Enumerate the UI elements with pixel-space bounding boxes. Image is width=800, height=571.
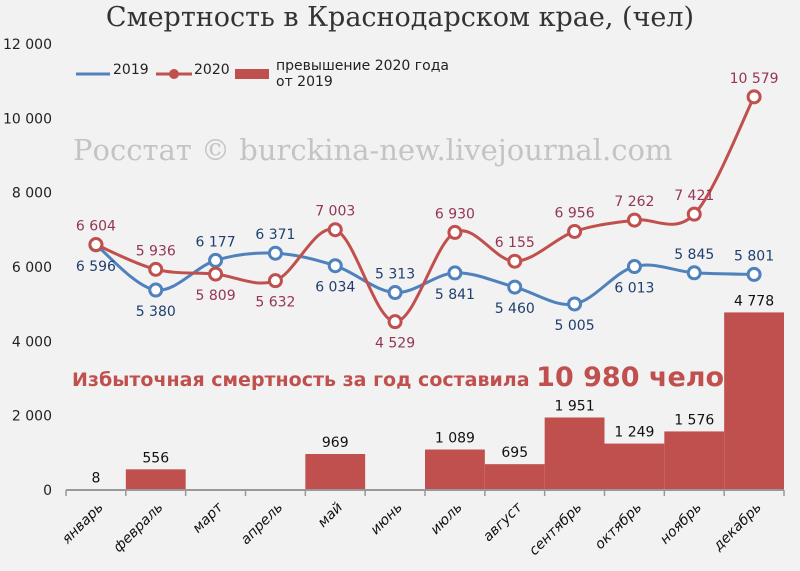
annotation-value: 10 980 человек bbox=[536, 362, 778, 393]
point-label-2020: 7 003 bbox=[315, 204, 355, 220]
bar-label: 8 bbox=[91, 471, 100, 487]
y-tick-label: 2 000 bbox=[12, 409, 52, 425]
point-label-2020: 6 604 bbox=[76, 219, 116, 235]
point-2020 bbox=[746, 89, 762, 105]
point-2020 bbox=[567, 223, 583, 239]
x-tick-label: май bbox=[315, 500, 346, 531]
point-label-2020: 4 529 bbox=[375, 336, 415, 352]
x-tick-label: август bbox=[480, 499, 526, 545]
bar-label: 1 951 bbox=[555, 398, 595, 414]
point-label-2020: 5 632 bbox=[255, 295, 295, 311]
y-tick-label: 6 000 bbox=[12, 260, 52, 276]
x-tick-label: июнь bbox=[368, 500, 406, 538]
x-tick-label: декабрь bbox=[710, 500, 765, 555]
point-label-2019: 6 371 bbox=[255, 227, 295, 243]
point-label-2019: 5 313 bbox=[375, 267, 415, 283]
point-label-2020: 7 262 bbox=[614, 194, 654, 210]
x-tick-label: июль bbox=[427, 500, 465, 538]
point-2019 bbox=[686, 265, 702, 281]
point-label-2020: 7 421 bbox=[674, 188, 714, 204]
legend-excess-line2: от 2019 bbox=[276, 74, 333, 90]
point-2019 bbox=[327, 258, 343, 274]
point-2020 bbox=[148, 261, 164, 277]
point-2020 bbox=[686, 206, 702, 222]
bar-label: 4 778 bbox=[734, 293, 774, 309]
bar-label: 1 089 bbox=[435, 431, 475, 447]
point-label-2019: 5 841 bbox=[435, 287, 475, 303]
point-2019 bbox=[507, 279, 523, 295]
x-tick-label: апрель bbox=[238, 500, 286, 548]
point-2019 bbox=[626, 259, 642, 275]
point-2020 bbox=[387, 314, 403, 330]
point-2020 bbox=[507, 253, 523, 269]
point-2019 bbox=[567, 296, 583, 312]
point-2020 bbox=[447, 224, 463, 240]
point-2019 bbox=[746, 266, 762, 282]
point-2019 bbox=[387, 285, 403, 301]
legend-excess-line1: превышение 2020 года bbox=[276, 58, 449, 74]
point-label-2020: 10 579 bbox=[730, 71, 779, 87]
annotation: Избыточная смертность за год составила 1… bbox=[72, 362, 778, 393]
point-2019 bbox=[148, 282, 164, 298]
y-tick-label: 4 000 bbox=[12, 334, 52, 350]
point-2020 bbox=[208, 266, 224, 282]
point-2020 bbox=[88, 237, 104, 253]
bar-label: 556 bbox=[142, 450, 169, 466]
chart-title: Смертность в Краснодарском крае, (чел) bbox=[105, 2, 695, 33]
point-2020 bbox=[327, 222, 343, 238]
point-label-2019: 6 034 bbox=[315, 280, 355, 296]
bar-декабрь bbox=[724, 312, 784, 490]
legend-2019: 2019 bbox=[113, 62, 149, 78]
point-label-2019: 6 596 bbox=[76, 259, 116, 275]
x-tick-label: март bbox=[190, 499, 227, 536]
point-2019 bbox=[208, 252, 224, 268]
point-label-2020: 6 930 bbox=[435, 206, 475, 222]
y-tick-label: 0 bbox=[43, 483, 52, 499]
bar-июль bbox=[425, 449, 485, 490]
point-label-2020: 6 155 bbox=[495, 235, 535, 251]
bar-февраль bbox=[125, 469, 186, 490]
point-2020 bbox=[626, 212, 642, 228]
point-label-2019: 5 460 bbox=[495, 301, 535, 317]
legend-2020: 2020 bbox=[194, 62, 230, 78]
point-label-2019: 5 380 bbox=[136, 304, 176, 320]
point-label-2020: 5 936 bbox=[136, 243, 176, 259]
point-2020 bbox=[267, 273, 283, 289]
bar-май bbox=[305, 453, 366, 490]
bar-ноябрь bbox=[664, 431, 725, 490]
bar-label: 1 249 bbox=[614, 425, 654, 441]
point-2019 bbox=[267, 245, 283, 261]
y-tick-label: 12 000 bbox=[3, 37, 52, 53]
annotation-prefix: Избыточная смертность за год составила bbox=[72, 369, 530, 391]
x-tick-label: ноябрь bbox=[657, 500, 705, 548]
point-label-2019: 5 845 bbox=[674, 247, 714, 263]
point-label-2020: 5 809 bbox=[196, 288, 236, 304]
point-label-2019: 6 013 bbox=[614, 281, 654, 297]
y-tick-label: 10 000 bbox=[3, 111, 52, 127]
point-label-2019: 5 801 bbox=[734, 248, 774, 264]
bar-сентябрь bbox=[544, 417, 605, 490]
legend-excess: превышение 2020 года от 2019 bbox=[276, 58, 449, 90]
bar-label: 695 bbox=[501, 445, 528, 461]
bar-label: 969 bbox=[322, 435, 349, 451]
point-label-2019: 6 177 bbox=[196, 234, 236, 250]
bar-август bbox=[484, 464, 545, 490]
point-2019 bbox=[447, 265, 463, 281]
bar-label: 1 576 bbox=[674, 412, 714, 428]
y-tick-label: 8 000 bbox=[12, 186, 52, 202]
bar-октябрь bbox=[604, 443, 665, 490]
watermark: Росстат © burckina-new.livejournal.com bbox=[73, 133, 673, 167]
x-tick-label: февраль bbox=[110, 500, 166, 556]
x-tick-label: октябрь bbox=[592, 500, 645, 553]
x-tick-label: январь bbox=[59, 500, 107, 548]
x-tick-label: сентябрь bbox=[526, 500, 585, 559]
point-label-2020: 6 956 bbox=[555, 205, 595, 221]
point-label-2019: 5 005 bbox=[555, 318, 595, 334]
